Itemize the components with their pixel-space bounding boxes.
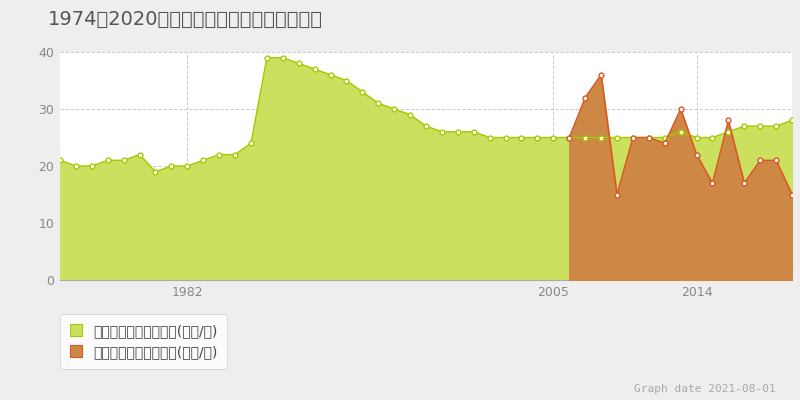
Legend: 地価公示　平均坪単価(万円/坪), 取引価格　平均坪単価(万円/坪): 地価公示 平均坪単価(万円/坪), 取引価格 平均坪単価(万円/坪) [60,314,227,368]
Text: 1974～2020年　福山市木之庄町の地価推移: 1974～2020年 福山市木之庄町の地価推移 [48,10,323,29]
Text: Graph date 2021-08-01: Graph date 2021-08-01 [634,384,776,394]
